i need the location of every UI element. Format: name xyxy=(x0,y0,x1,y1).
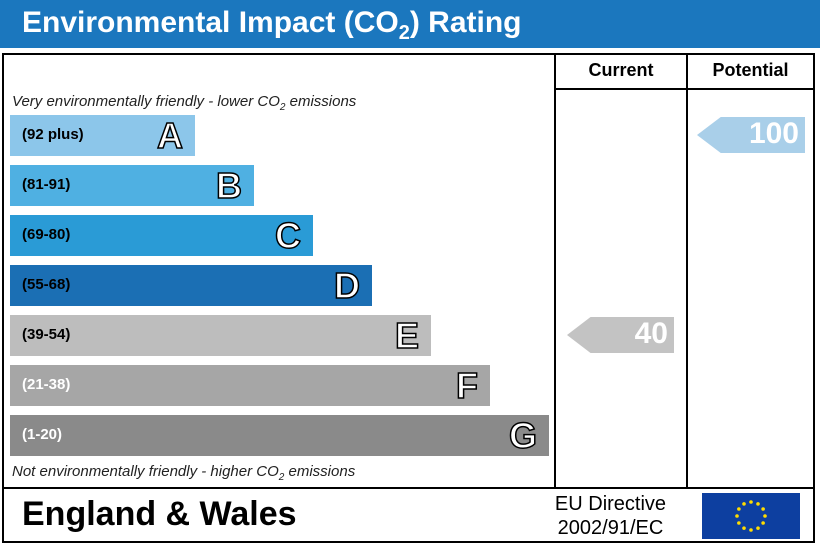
band-range-label: (55-68) xyxy=(22,276,71,293)
potential-rating-arrow: 100 xyxy=(697,117,805,153)
band-range-label: (69-80) xyxy=(22,226,71,243)
band-a: (92 plus) A xyxy=(10,114,195,157)
top-note: Very environmentally friendly - lower CO… xyxy=(12,93,357,113)
band-range-label: (81-91) xyxy=(22,176,71,193)
column-divider-current xyxy=(554,53,556,489)
band-range-label: (1-20) xyxy=(22,426,63,443)
current-rating-arrow: 40 xyxy=(567,317,674,353)
eu-star xyxy=(761,507,765,511)
chart-frame xyxy=(2,53,815,543)
band-c: (69-80) C xyxy=(10,214,313,257)
eu-star xyxy=(763,514,767,518)
footer-divider xyxy=(2,487,815,489)
band-range-label: (39-54) xyxy=(22,326,71,343)
band-letter: A xyxy=(156,114,184,157)
band-range-label: (21-38) xyxy=(22,376,71,393)
title-bar: Environmental Impact (CO2) Rating xyxy=(0,0,820,48)
current-column-header: Current xyxy=(588,60,654,80)
band-letter: E xyxy=(394,314,420,357)
chart-title: Environmental Impact (CO2) Rating xyxy=(22,6,522,44)
bottom-note: Not environmentally friendly - higher CO… xyxy=(12,463,356,483)
eu-star xyxy=(749,528,753,532)
band-letter: G xyxy=(508,414,538,457)
band-letter: F xyxy=(455,364,479,407)
eu-star xyxy=(761,521,765,525)
directive-line-2: 2002/91/EC xyxy=(557,517,664,539)
region-label: England & Wales xyxy=(22,495,297,533)
eu-star xyxy=(735,514,739,518)
eu-star xyxy=(756,526,760,530)
band-range-label: (92 plus) xyxy=(22,126,84,143)
band-b: (81-91) B xyxy=(10,164,254,207)
column-divider-potential xyxy=(686,53,688,489)
directive-line-1: EU Directive xyxy=(554,493,667,515)
eu-star xyxy=(742,502,746,506)
potential-rating-value: 100 xyxy=(748,117,799,150)
eu-star xyxy=(737,507,741,511)
band-d: (55-68) D xyxy=(10,264,372,307)
band-letter: B xyxy=(215,164,243,207)
eu-star xyxy=(742,526,746,530)
eu-directive: EU Directive 2002/91/EC xyxy=(528,492,693,540)
eu-star xyxy=(756,502,760,506)
band-g: (1-20) G xyxy=(10,414,549,457)
band-f: (21-38) F xyxy=(10,364,490,407)
band-letter: C xyxy=(274,214,302,257)
current-rating-value: 40 xyxy=(634,317,668,350)
eu-star xyxy=(737,521,741,525)
eu-star xyxy=(749,500,753,504)
band-letter: D xyxy=(333,264,361,307)
potential-column-header: Potential xyxy=(712,60,789,80)
band-e: (39-54) E xyxy=(10,314,431,357)
eu-flag-icon xyxy=(702,493,800,539)
header-divider xyxy=(556,88,813,90)
